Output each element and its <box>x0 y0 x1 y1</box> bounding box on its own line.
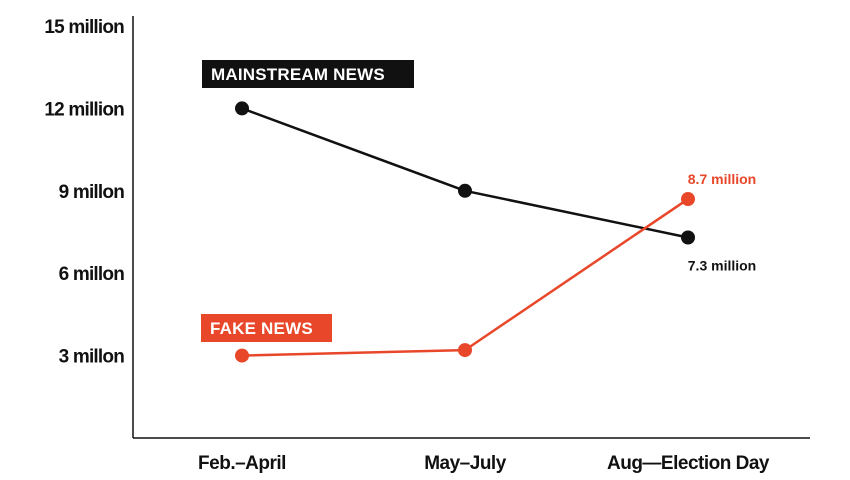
data-point-fake <box>458 343 472 358</box>
legend-label-fake: FAKE NEWS <box>210 319 313 338</box>
y-tick-labels: 3 millon 6 millon 9 millon 12 million 15 mil… <box>44 17 125 368</box>
axes <box>132 16 810 439</box>
y-tick-label: 3 millon <box>59 347 125 368</box>
data-point-mainstream <box>458 183 472 198</box>
x-tick-label: Aug—Election Day <box>607 453 770 474</box>
data-point-mainstream <box>235 101 249 116</box>
legend-label-mainstream: MAINSTREAM NEWS <box>211 65 385 84</box>
legend-tag-fake: FAKE NEWS <box>201 314 332 342</box>
data-label-fake: 8.7 million <box>688 171 756 187</box>
data-point-fake <box>681 192 695 207</box>
data-label-mainstream: 7.3 million <box>688 257 756 273</box>
legend-tag-mainstream: MAINSTREAM NEWS <box>202 60 414 88</box>
x-tick-label: May–July <box>424 453 506 474</box>
series-layer: 7.3 million 8.7 million <box>235 101 756 363</box>
y-tick-label: 6 millon <box>59 264 125 285</box>
data-point-mainstream <box>681 230 695 245</box>
series-line-mainstream <box>241 107 689 239</box>
x-tick-label: Feb.–April <box>198 453 286 474</box>
y-tick-label: 12 million <box>44 99 124 120</box>
y-tick-label: 15 million <box>44 17 124 38</box>
data-point-fake <box>235 348 249 363</box>
y-tick-label: 9 millon <box>59 182 125 203</box>
x-tick-labels: Feb.–April May–July Aug—Election Day <box>198 453 770 474</box>
